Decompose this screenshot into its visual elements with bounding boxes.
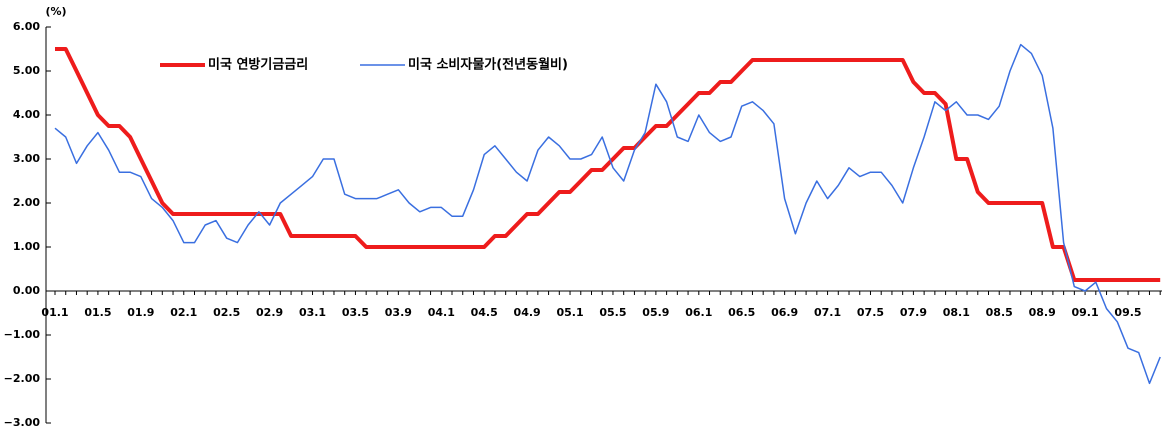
x-tick-label: 03.5 — [342, 306, 369, 319]
x-tick-label: 02.5 — [213, 306, 240, 319]
y-tick-label: 1.00 — [13, 240, 40, 253]
y-tick-label: −3.00 — [4, 416, 41, 427]
x-tick-label: 08.9 — [1029, 306, 1056, 319]
x-tick-label: 01.1 — [41, 306, 68, 319]
x-tick-label: 05.5 — [599, 306, 626, 319]
x-tick-label: 01.5 — [84, 306, 111, 319]
x-tick-label: 08.5 — [986, 306, 1013, 319]
x-tick-label: 06.1 — [685, 306, 712, 319]
y-tick-label: 3.00 — [13, 152, 40, 165]
y-tick-label: 0.00 — [13, 284, 40, 297]
y-tick-label: 2.00 — [13, 196, 40, 209]
x-tick-label: 09.5 — [1114, 306, 1141, 319]
y-tick-label: 6.00 — [13, 20, 40, 33]
y-tick-label: 4.00 — [13, 108, 40, 121]
x-tick-label: 08.1 — [943, 306, 970, 319]
series-line — [55, 47, 1161, 282]
y-axis-label: (%) — [45, 5, 66, 18]
x-tick-label: 07.5 — [857, 306, 884, 319]
x-tick-label: 04.1 — [428, 306, 455, 319]
x-tick-label: 02.9 — [256, 306, 283, 319]
legend-label: 미국 연방기금금리 — [208, 57, 308, 73]
x-tick-label: 07.9 — [900, 306, 927, 319]
x-tick-label: 03.9 — [385, 306, 412, 319]
x-tick-label: 05.9 — [642, 306, 669, 319]
x-tick-label: 02.1 — [170, 306, 197, 319]
x-tick-label: 05.1 — [556, 306, 583, 319]
y-tick-label: 5.00 — [13, 64, 40, 77]
y-tick-label: −2.00 — [4, 372, 41, 385]
x-tick-label: 04.5 — [471, 306, 498, 319]
y-tick-label: −1.00 — [4, 328, 41, 341]
x-tick-label: 01.9 — [127, 306, 154, 319]
x-tick-label: 06.9 — [771, 306, 798, 319]
series-line — [54, 43, 1161, 385]
x-tick-label: 07.1 — [814, 306, 841, 319]
x-tick-label: 09.1 — [1072, 306, 1099, 319]
x-tick-label: 03.1 — [299, 306, 326, 319]
x-tick-label: 04.9 — [514, 306, 541, 319]
legend-label: 미국 소비자물가(전년동월비) — [408, 57, 568, 73]
x-tick-label: 06.5 — [728, 306, 755, 319]
